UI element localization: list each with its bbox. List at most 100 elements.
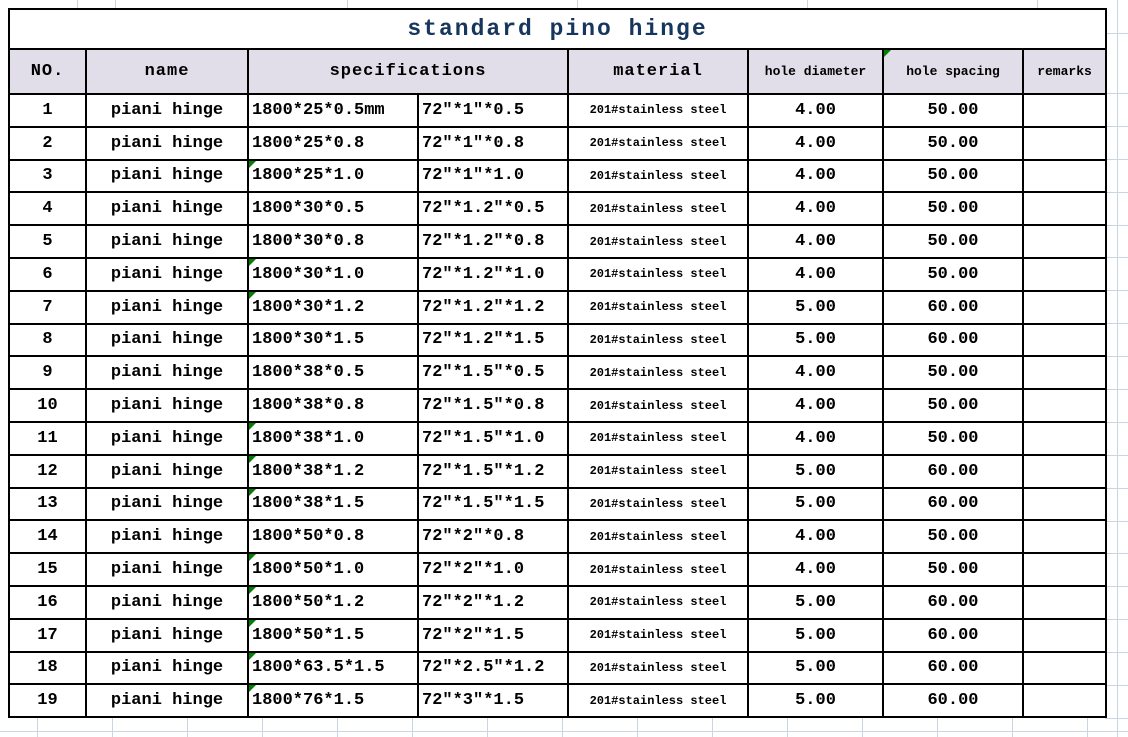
cell-name[interactable]: piani hinge [87,685,249,717]
cell-material[interactable]: 201#stainless steel [569,324,749,356]
cell-hole-diameter[interactable]: 5.00 [749,586,884,618]
cell-material[interactable]: 201#stainless steel [569,226,749,257]
cell-hole-spacing[interactable]: 50.00 [884,95,1024,126]
cell-spec-mm[interactable]: 1800*50*1.0 [249,554,419,585]
cell-material[interactable]: 201#stainless steel [569,390,749,421]
cell-hole-diameter[interactable]: 4.00 [749,160,884,192]
cell-spec-mm[interactable]: 1800*25*0.8 [249,127,419,159]
cell-name[interactable]: piani hinge [87,554,249,585]
cell-spec-inch[interactable]: 72″*1″*1.0 [419,160,569,192]
cell-no[interactable]: 15 [10,554,87,585]
cell-hole-spacing[interactable]: 60.00 [884,586,1024,618]
cell-material[interactable]: 201#stainless steel [569,193,749,225]
cell-material[interactable]: 201#stainless steel [569,258,749,290]
cell-no[interactable]: 10 [10,390,87,421]
cell-remarks[interactable] [1024,357,1105,388]
cell-remarks[interactable] [1024,587,1105,618]
cell-spec-inch[interactable]: 72″*1.5″*1.0 [419,422,569,454]
cell-hole-diameter[interactable]: 5.00 [749,488,884,520]
cell-remarks[interactable] [1024,292,1105,323]
cell-spec-mm[interactable]: 1800*30*0.8 [249,226,419,257]
cell-name[interactable]: piani hinge [87,488,249,520]
cell-remarks[interactable] [1024,193,1105,224]
cell-spec-inch[interactable]: 72″*2.5″*1.2 [419,652,569,684]
cell-material[interactable]: 201#stainless steel [569,127,749,159]
cell-remarks[interactable] [1024,259,1105,290]
table-title-cell[interactable]: standard pino hinge [10,10,1105,50]
cell-hole-spacing[interactable]: 50.00 [884,554,1024,585]
cell-spec-mm[interactable]: 1800*38*1.5 [249,488,419,520]
cell-hole-spacing[interactable]: 60.00 [884,455,1024,487]
cell-hole-diameter[interactable]: 4.00 [749,390,884,421]
cell-hole-spacing[interactable]: 60.00 [884,619,1024,651]
cell-hole-spacing[interactable]: 60.00 [884,685,1024,717]
cell-spec-mm[interactable]: 1800*76*1.5 [249,685,419,717]
cell-hole-diameter[interactable]: 5.00 [749,652,884,684]
cell-spec-inch[interactable]: 72″*1.5″*1.2 [419,455,569,487]
cell-hole-diameter[interactable]: 5.00 [749,291,884,323]
cell-hole-spacing[interactable]: 50.00 [884,521,1024,553]
cell-no[interactable]: 18 [10,652,87,684]
cell-spec-inch[interactable]: 72″*2″*0.8 [419,521,569,553]
cell-hole-diameter[interactable]: 4.00 [749,554,884,585]
cell-remarks[interactable] [1024,95,1105,126]
cell-hole-spacing[interactable]: 50.00 [884,357,1024,389]
cell-hole-diameter[interactable]: 5.00 [749,619,884,651]
cell-hole-spacing[interactable]: 60.00 [884,488,1024,520]
cell-spec-mm[interactable]: 1800*38*0.5 [249,357,419,389]
cell-remarks[interactable] [1024,653,1105,684]
cell-spec-inch[interactable]: 72″*1.2″*1.0 [419,258,569,290]
cell-name[interactable]: piani hinge [87,652,249,684]
cell-hole-spacing[interactable]: 50.00 [884,226,1024,257]
cell-spec-inch[interactable]: 72″*1″*0.5 [419,95,569,126]
cell-no[interactable]: 1 [10,95,87,126]
cell-spec-inch[interactable]: 72″*1.5″*1.5 [419,488,569,520]
cell-spec-inch[interactable]: 72″*2″*1.0 [419,554,569,585]
cell-remarks[interactable] [1024,390,1105,421]
cell-material[interactable]: 201#stainless steel [569,95,749,126]
header-cell-name[interactable]: name [87,50,249,93]
cell-no[interactable]: 17 [10,619,87,651]
cell-spec-mm[interactable]: 1800*38*1.2 [249,455,419,487]
cell-no[interactable]: 7 [10,291,87,323]
cell-hole-diameter[interactable]: 4.00 [749,95,884,126]
cell-material[interactable]: 201#stainless steel [569,422,749,454]
cell-spec-inch[interactable]: 72″*1.5″*0.5 [419,357,569,389]
cell-no[interactable]: 14 [10,521,87,553]
cell-hole-spacing[interactable]: 50.00 [884,193,1024,225]
cell-spec-mm[interactable]: 1800*30*1.0 [249,258,419,290]
cell-spec-inch[interactable]: 72″*3″*1.5 [419,685,569,717]
cell-spec-mm[interactable]: 1800*38*0.8 [249,390,419,421]
cell-no[interactable]: 5 [10,226,87,257]
cell-no[interactable]: 12 [10,455,87,487]
cell-name[interactable]: piani hinge [87,291,249,323]
cell-spec-mm[interactable]: 1800*63.5*1.5 [249,652,419,684]
cell-name[interactable]: piani hinge [87,586,249,618]
header-cell-hole-diameter[interactable]: hole diameter [749,50,884,93]
cell-no[interactable]: 2 [10,127,87,159]
cell-hole-diameter[interactable]: 4.00 [749,226,884,257]
cell-hole-diameter[interactable]: 4.00 [749,422,884,454]
cell-material[interactable]: 201#stainless steel [569,554,749,585]
cell-remarks[interactable] [1024,456,1105,487]
cell-no[interactable]: 4 [10,193,87,225]
cell-name[interactable]: piani hinge [87,619,249,651]
cell-remarks[interactable] [1024,161,1105,192]
cell-hole-spacing[interactable]: 60.00 [884,324,1024,356]
cell-material[interactable]: 201#stainless steel [569,652,749,684]
header-cell-hole-spacing[interactable]: hole spacing [884,50,1024,93]
cell-hole-diameter[interactable]: 4.00 [749,258,884,290]
cell-spec-inch[interactable]: 72″*2″*1.2 [419,586,569,618]
cell-name[interactable]: piani hinge [87,258,249,290]
header-cell-material[interactable]: material [569,50,749,93]
cell-hole-diameter[interactable]: 5.00 [749,685,884,717]
cell-hole-spacing[interactable]: 50.00 [884,258,1024,290]
cell-hole-spacing[interactable]: 60.00 [884,291,1024,323]
header-cell-specifications[interactable]: specifications [249,50,569,93]
cell-spec-mm[interactable]: 1800*38*1.0 [249,422,419,454]
cell-name[interactable]: piani hinge [87,324,249,356]
cell-no[interactable]: 3 [10,160,87,192]
cell-hole-diameter[interactable]: 5.00 [749,455,884,487]
cell-name[interactable]: piani hinge [87,357,249,389]
cell-hole-spacing[interactable]: 50.00 [884,127,1024,159]
